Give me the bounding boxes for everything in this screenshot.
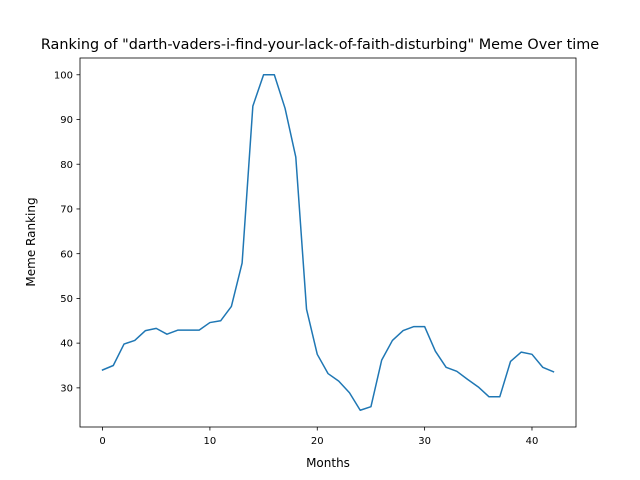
y-tick-label: 50 (60, 294, 73, 305)
chart-title: Ranking of "darth-vaders-i-find-your-lac… (41, 37, 599, 53)
y-tick-label: 30 (60, 383, 73, 394)
x-tick-label: 20 (311, 436, 324, 447)
series-line-0 (101, 74, 555, 411)
x-axis-label: Months (306, 456, 350, 470)
y-tick-label: 40 (60, 339, 73, 350)
y-tick-label: 70 (60, 205, 73, 216)
y-tick-label: 90 (60, 115, 73, 126)
plot-area: 0 10 20 30 40 30 40 50 60 70 80 90 100 (54, 57, 577, 447)
y-tick-label: 80 (60, 160, 73, 171)
x-tick-label: 40 (526, 436, 539, 447)
y-axis-label: Meme Ranking (24, 197, 38, 286)
x-tick-label: 0 (99, 436, 105, 447)
x-tick-label: 30 (418, 436, 431, 447)
y-tick-label: 100 (54, 70, 73, 81)
axes-frame (79, 57, 577, 428)
y-tick-label: 60 (60, 249, 73, 260)
x-tick-label: 10 (204, 436, 217, 447)
